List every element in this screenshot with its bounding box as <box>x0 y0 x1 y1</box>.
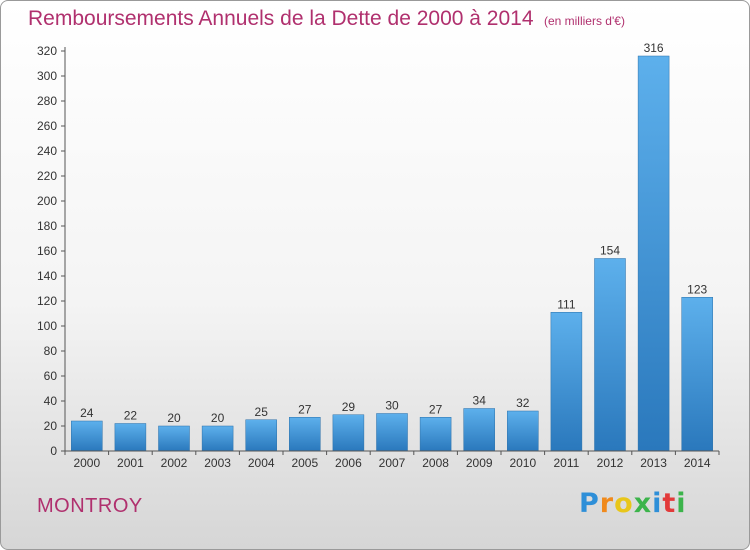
bar-value-label: 22 <box>124 409 138 423</box>
bar <box>507 410 539 452</box>
bar-value-label: 27 <box>298 402 312 416</box>
bar <box>681 297 713 452</box>
logo-letter: t <box>662 488 677 519</box>
bar <box>594 258 626 452</box>
bar-value-label: 20 <box>167 411 181 425</box>
y-tick-label: 80 <box>44 344 58 358</box>
y-tick-label: 320 <box>37 44 57 58</box>
logo-letter: i <box>676 488 687 519</box>
bar <box>332 414 365 452</box>
logo-letter: i <box>652 488 663 519</box>
x-tick-label: 2004 <box>248 456 275 470</box>
bar <box>550 312 583 452</box>
x-tick-label: 2003 <box>204 456 231 470</box>
bar <box>114 423 147 452</box>
y-tick-label: 160 <box>37 244 57 258</box>
bar <box>289 417 321 452</box>
chart-title: Remboursements Annuels de la Dette de 20… <box>28 7 625 31</box>
x-tick-label: 2005 <box>291 456 318 470</box>
logo-letter: r <box>599 488 615 519</box>
x-tick-label: 2009 <box>466 456 493 470</box>
proxiti-logo: Proxiti <box>579 488 687 519</box>
bar <box>376 413 408 452</box>
bar-value-label: 27 <box>429 402 443 416</box>
x-tick-label: 2008 <box>422 456 449 470</box>
x-tick-label: 2012 <box>597 456 624 470</box>
y-tick-label: 20 <box>44 419 58 433</box>
x-tick-label: 2006 <box>335 456 362 470</box>
chart-subtitle: (en milliers d'€) <box>543 14 625 28</box>
y-tick-label: 300 <box>37 69 57 83</box>
bar-value-label: 24 <box>80 406 94 420</box>
bar-value-label: 111 <box>557 297 576 311</box>
bar <box>71 420 103 452</box>
y-tick-label: 140 <box>37 269 57 283</box>
x-tick-label: 2007 <box>379 456 406 470</box>
bar <box>419 417 452 452</box>
x-tick-label: 2002 <box>161 456 188 470</box>
bar-value-label: 123 <box>687 282 707 296</box>
x-tick-label: 2000 <box>73 456 100 470</box>
y-tick-label: 40 <box>44 394 58 408</box>
bar <box>463 408 495 452</box>
bar-value-label: 20 <box>211 411 225 425</box>
bar-value-label: 316 <box>644 41 664 55</box>
chart-title-text: Remboursements Annuels de la Dette de 20… <box>28 7 534 30</box>
x-tick-label: 2014 <box>684 456 711 470</box>
y-tick-label: 60 <box>44 369 58 383</box>
bar-value-label: 29 <box>342 400 356 414</box>
x-tick-label: 2001 <box>117 456 144 470</box>
y-tick-label: 220 <box>37 169 57 183</box>
logo-letter: o <box>614 488 634 519</box>
bar <box>245 419 277 452</box>
y-tick-label: 200 <box>37 194 57 208</box>
logo-letter: x <box>633 488 653 519</box>
bar-value-label: 32 <box>516 396 530 410</box>
y-tick-label: 120 <box>37 294 57 308</box>
logo-letter: P <box>579 488 600 519</box>
y-tick-label: 100 <box>37 319 57 333</box>
bar-value-label: 25 <box>255 405 269 419</box>
y-tick-label: 280 <box>37 94 57 108</box>
bar <box>158 425 190 452</box>
x-tick-label: 2013 <box>640 456 667 470</box>
bar-value-label: 30 <box>385 399 399 413</box>
y-tick-label: 240 <box>37 144 57 158</box>
x-tick-label: 2010 <box>509 456 536 470</box>
bar <box>637 55 670 452</box>
commune-name: MONTROY <box>37 495 143 517</box>
bar <box>201 425 234 452</box>
y-tick-label: 0 <box>50 444 57 458</box>
y-tick-label: 180 <box>37 219 57 233</box>
y-tick-label: 260 <box>37 119 57 133</box>
bar-value-label: 154 <box>600 244 620 258</box>
x-tick-label: 2011 <box>553 456 579 470</box>
bar-value-label: 34 <box>473 394 487 408</box>
